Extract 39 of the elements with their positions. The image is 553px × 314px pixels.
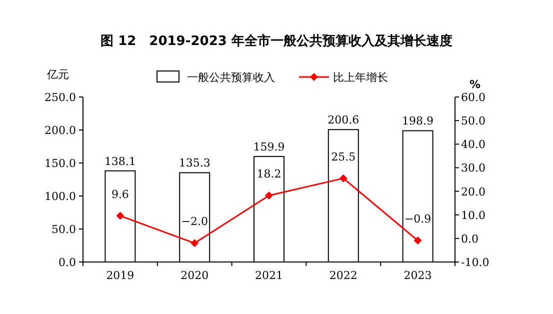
x-tick-label: 2023 [404,269,432,282]
data-label: 138.1 [104,154,136,168]
y2-tick-label: 0.0 [461,232,478,246]
x-tick-label: 2020 [180,269,209,282]
x-tick-label: 2021 [255,269,283,282]
y2-tick-label: 50.0 [461,114,486,128]
y2-tick-label: 60.0 [461,91,486,104]
y2-tick-label: 10.0 [461,208,486,222]
y2-tick-label: 30.0 [461,162,486,175]
data-label: −0.9 [404,212,432,226]
y2-tick-label: 20.0 [461,185,486,198]
point [414,236,422,245]
legend-label: 比上年增长 [333,71,388,84]
point [265,192,273,200]
x-tick-label: 2022 [329,269,358,282]
y2-axis-title: % [469,78,481,91]
point [339,174,348,182]
y-tick-label: 0.0 [58,256,76,269]
chart-title: 图 12 2019-2023 年全市一般公共预算收入及其增长速度 [100,33,452,49]
point [116,212,124,220]
y-axis-title: 亿元 [46,68,69,81]
data-label: 200.6 [328,114,360,127]
data-label: 18.2 [256,168,282,181]
y-tick-label: 100.0 [44,190,76,203]
y-tick-label: 50.0 [52,223,76,236]
data-label: 198.9 [402,114,434,128]
legend-label: 一般公共预算收入 [187,71,275,84]
data-label: −2.0 [181,215,208,228]
data-label: 9.6 [111,188,129,201]
y-tick-label: 150.0 [44,157,76,170]
y2-tick-label: -10.0 [461,256,490,269]
x-tick-label: 2019 [106,269,134,282]
y2-tick-label: 40.0 [461,138,486,152]
y-tick-label: 250.0 [44,91,76,104]
data-label: 159.9 [253,140,285,154]
y-tick-label: 200.0 [44,124,76,137]
data-label: 25.5 [331,150,356,164]
point [190,239,199,248]
data-label: 135.3 [178,156,210,170]
